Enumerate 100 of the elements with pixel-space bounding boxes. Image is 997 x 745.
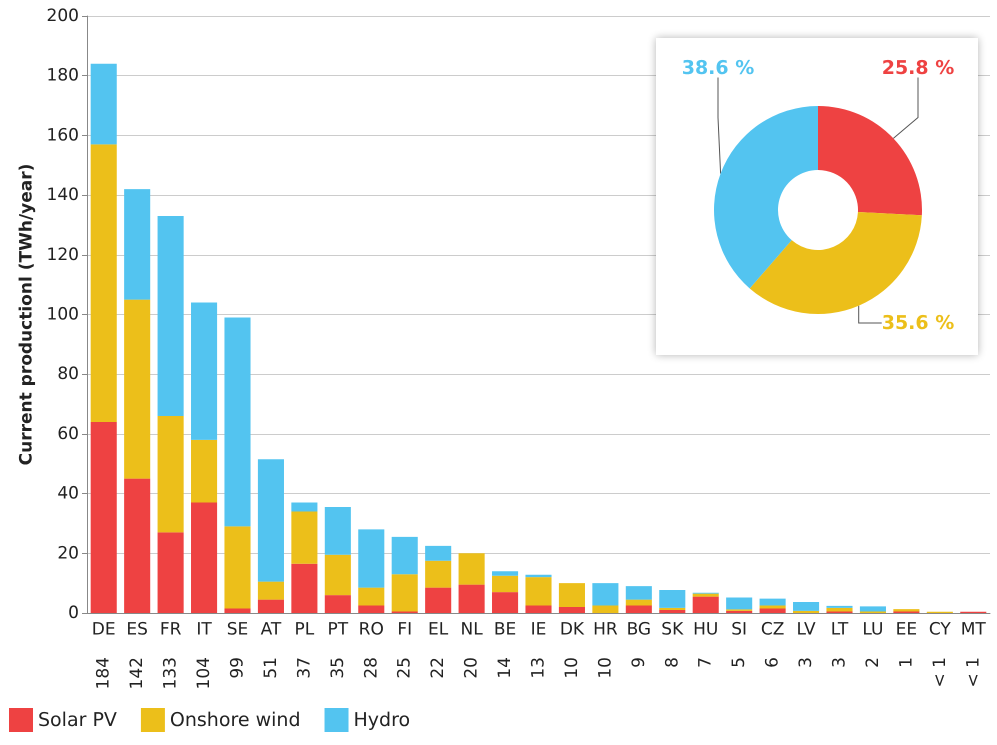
- total-label: 9: [628, 657, 649, 668]
- data-label: 35.6 %: [882, 312, 954, 334]
- total-label: 13: [528, 657, 548, 679]
- bar: [458, 553, 485, 585]
- y-tick-label: 120: [46, 244, 79, 265]
- x-tick-label: BG: [626, 620, 652, 640]
- bar: [392, 536, 418, 574]
- bar: [626, 586, 652, 600]
- bar: [425, 546, 452, 561]
- total-label: < 1: [963, 657, 984, 688]
- bar: [793, 602, 820, 611]
- bar: [90, 422, 117, 613]
- x-tick-label: FR: [160, 620, 182, 640]
- bar: [558, 583, 585, 608]
- x-tick-label: FI: [397, 620, 412, 640]
- x-tick-label: PL: [294, 620, 315, 640]
- bar: [692, 594, 719, 597]
- bar: [291, 564, 318, 613]
- total-label: 3: [830, 657, 850, 668]
- total-label: 133: [160, 657, 181, 690]
- total-label: 37: [294, 657, 314, 679]
- y-axis-title: Current productionl (TWh/year): [16, 164, 36, 466]
- bar: [558, 607, 585, 613]
- total-label: 5: [729, 657, 750, 668]
- total-label: 142: [127, 657, 148, 690]
- bar: [191, 502, 218, 613]
- x-tick-label: CZ: [760, 620, 784, 640]
- bar: [158, 416, 184, 532]
- bar: [692, 596, 719, 613]
- bar: [626, 600, 652, 606]
- x-tick-label: ES: [126, 620, 148, 640]
- x-tick-label: SI: [731, 620, 748, 640]
- bar: [358, 529, 384, 588]
- y-tick-label: 60: [57, 424, 79, 444]
- bar: [124, 478, 150, 613]
- total-label: 51: [260, 657, 281, 679]
- x-tick-label: SE: [226, 620, 248, 640]
- y-tick-label: 200: [46, 6, 79, 26]
- x-tick-label: LV: [796, 620, 816, 640]
- bar: [425, 560, 452, 588]
- x-tick-label: DK: [560, 620, 585, 640]
- x-tick-label: MT: [960, 620, 986, 640]
- x-tick-label: EL: [428, 620, 449, 640]
- total-label: < 1: [930, 657, 950, 688]
- bar: [760, 606, 786, 609]
- bar: [124, 300, 150, 479]
- bar: [291, 502, 318, 512]
- bar: [224, 317, 251, 526]
- bar: [258, 582, 284, 600]
- bar: [525, 606, 552, 613]
- total-label: 1: [896, 657, 916, 668]
- y-tick-label: 140: [46, 185, 79, 206]
- y-tick-label: 40: [57, 484, 79, 504]
- total-label: 20: [462, 657, 482, 679]
- bar: [893, 609, 920, 612]
- bar: [492, 592, 518, 613]
- y-tick-label: 180: [46, 66, 79, 86]
- legend-label: Onshore wind: [170, 709, 301, 731]
- bar: [158, 532, 184, 613]
- bar: [90, 144, 117, 422]
- total-label: 104: [194, 657, 214, 690]
- bar: [492, 571, 518, 576]
- bar: [258, 459, 284, 582]
- legend-label: Solar PV: [38, 709, 117, 731]
- y-tick-label: 100: [46, 304, 79, 324]
- x-tick-label: EE: [896, 620, 918, 640]
- total-label: 8: [662, 657, 682, 668]
- total-label: 22: [428, 657, 448, 679]
- bar: [525, 577, 552, 606]
- bar: [224, 526, 251, 609]
- bar: [726, 597, 752, 610]
- bar: [124, 189, 150, 300]
- x-tick-label: LT: [830, 620, 849, 640]
- bar: [258, 600, 284, 613]
- x-tick-label: CY: [928, 620, 952, 640]
- bar: [191, 302, 218, 440]
- bar: [659, 610, 686, 613]
- data-label: 38.6 %: [682, 57, 754, 79]
- x-tick-label: IT: [196, 620, 212, 640]
- total-label: 3: [796, 657, 816, 668]
- bar: [458, 584, 485, 613]
- bar: [158, 216, 184, 416]
- x-tick-label: PT: [328, 620, 349, 640]
- bar: [626, 606, 652, 613]
- bar: [291, 512, 318, 564]
- y-tick-label: 160: [46, 125, 79, 146]
- total-label: 35: [328, 657, 348, 679]
- x-tick-label: AT: [260, 620, 282, 640]
- bar: [358, 588, 384, 606]
- bar: [760, 608, 786, 613]
- total-label: 2: [862, 657, 883, 668]
- total-label: 6: [762, 657, 783, 668]
- x-tick-label: RO: [358, 620, 384, 640]
- legend-label: Hydro: [354, 709, 410, 731]
- x-tick-label: DE: [92, 620, 116, 640]
- total-label: 28: [361, 657, 382, 679]
- x-tick-label: NL: [460, 620, 484, 640]
- bar: [659, 608, 686, 610]
- total-label: 184: [94, 657, 114, 690]
- total-label: 7: [696, 657, 716, 668]
